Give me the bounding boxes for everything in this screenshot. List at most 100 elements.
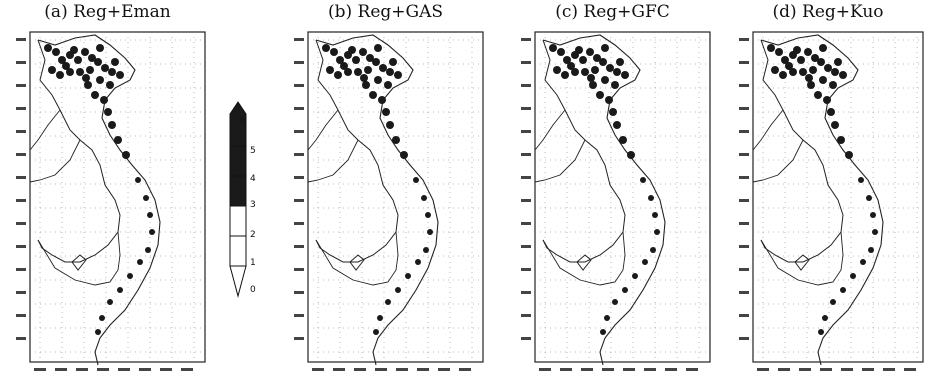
axis-tick-mark	[294, 268, 304, 271]
axis-tick-mark	[739, 84, 749, 87]
station-marker	[44, 44, 52, 52]
axis-tick-mark	[16, 337, 26, 340]
axis-tick-mark	[16, 38, 26, 41]
axis-tick-mark	[521, 337, 531, 340]
station-marker	[775, 48, 783, 56]
axis-tick-mark	[539, 368, 551, 371]
station-marker	[100, 96, 108, 104]
border	[307, 109, 359, 183]
axis-tick-mark	[181, 368, 193, 371]
station-marker	[415, 259, 421, 265]
station-marker	[611, 81, 619, 89]
station-marker	[107, 299, 113, 305]
station-marker	[104, 108, 112, 116]
station-marker	[360, 74, 368, 82]
station-marker	[322, 44, 330, 52]
axis-tick-mark	[521, 107, 531, 110]
station-marker	[374, 44, 382, 52]
station-marker	[377, 315, 383, 321]
axis-tick-mark	[739, 153, 749, 156]
axis-tick-mark	[294, 222, 304, 225]
station-marker	[379, 64, 387, 72]
axis-tick-mark	[16, 107, 26, 110]
colorbar-tick: 6	[240, 116, 246, 126]
station-marker	[84, 81, 92, 89]
axis-tick-mark	[16, 268, 26, 271]
axis-tick-mark	[521, 245, 531, 248]
axis-tick-mark	[139, 368, 151, 371]
station-marker	[95, 329, 101, 335]
colorbar-tick: 5	[250, 146, 256, 156]
axis-tick-mark	[97, 368, 109, 371]
border	[29, 109, 81, 183]
station-marker	[606, 64, 614, 72]
station-marker	[604, 315, 610, 321]
station-marker	[413, 177, 419, 183]
axis-tick-mark	[76, 368, 88, 371]
station-marker	[581, 68, 589, 76]
axis-tick-mark	[333, 368, 345, 371]
map	[294, 31, 484, 371]
axis-tick-mark	[904, 368, 916, 371]
axis-tick-mark	[739, 199, 749, 202]
axis-tick-mark	[16, 84, 26, 87]
axis-tick-mark	[739, 314, 749, 317]
axis-tick-mark	[739, 291, 749, 294]
station-marker	[373, 329, 379, 335]
border	[37, 231, 121, 286]
station-marker	[561, 71, 569, 79]
station-marker	[386, 68, 394, 76]
station-marker	[609, 108, 617, 116]
station-marker	[384, 81, 392, 89]
axis-tick-mark	[739, 107, 749, 110]
station-marker	[143, 195, 149, 201]
station-marker	[122, 151, 130, 159]
station-marker	[850, 273, 856, 279]
axis-tick-mark	[581, 368, 593, 371]
station-marker	[99, 315, 105, 321]
station-marker	[593, 54, 601, 62]
colorbar-tick: 4	[250, 174, 256, 184]
station-marker	[605, 96, 613, 104]
axis-tick-mark	[686, 368, 698, 371]
colorbar-tick: 1	[250, 258, 256, 268]
station-marker	[589, 81, 597, 89]
panel-a: (a) Reg+Eman	[0, 0, 215, 378]
colorbar-tick: 2	[250, 230, 256, 240]
station-marker	[830, 299, 836, 305]
axis-tick-mark	[521, 130, 531, 133]
station-marker	[557, 48, 565, 56]
panel-title: (b) Reg+GAS	[327, 2, 444, 22]
station-marker	[616, 58, 624, 66]
station-marker	[127, 273, 133, 279]
border	[315, 231, 399, 286]
station-marker	[817, 58, 825, 66]
station-marker	[587, 74, 595, 82]
station-marker	[837, 136, 845, 144]
axis-tick-mark	[560, 368, 572, 371]
station-marker	[834, 58, 842, 66]
station-marker	[553, 66, 561, 74]
station-marker	[600, 329, 606, 335]
border	[760, 231, 844, 286]
station-marker	[785, 62, 793, 70]
axis-tick-mark	[160, 368, 172, 371]
station-marker	[74, 56, 82, 64]
station-marker	[76, 68, 84, 76]
station-marker	[378, 96, 386, 104]
station-marker	[400, 151, 408, 159]
station-marker	[330, 48, 338, 56]
station-marker	[652, 212, 658, 218]
station-marker	[392, 136, 400, 144]
axis-tick-mark	[294, 337, 304, 340]
station-marker	[145, 247, 151, 253]
station-marker	[591, 66, 599, 74]
station-marker	[135, 177, 141, 183]
axis-tick-mark	[118, 368, 130, 371]
station-marker	[96, 76, 104, 84]
station-marker	[642, 259, 648, 265]
station-marker	[870, 212, 876, 218]
axis-tick-mark	[294, 107, 304, 110]
station-marker	[117, 287, 123, 293]
axis-tick-mark	[521, 291, 531, 294]
